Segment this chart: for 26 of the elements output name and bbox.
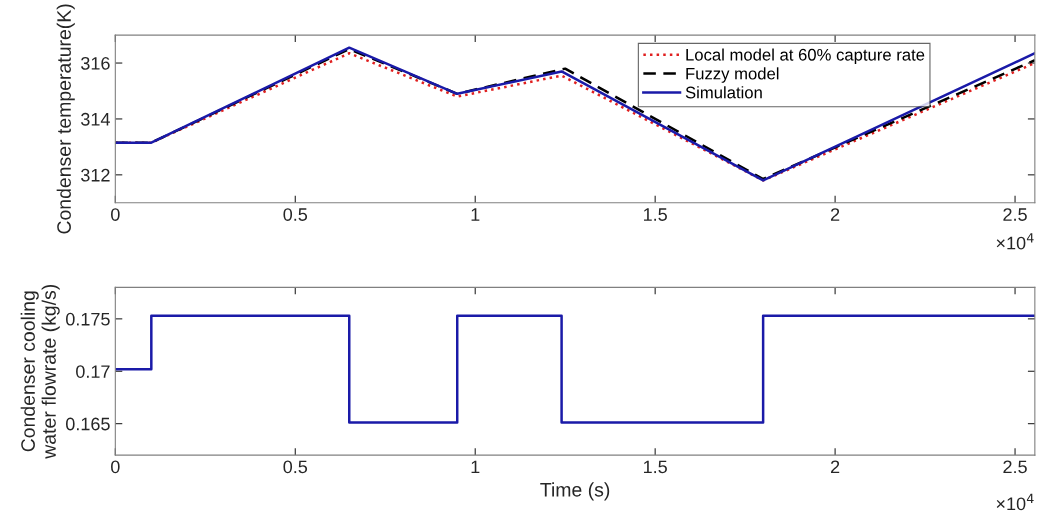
- x-tick-label: 0: [111, 460, 120, 474]
- y-axis-title: Condenser cooling water flowrate (kg/s): [20, 284, 60, 459]
- x-tick-label: 0.5: [283, 208, 308, 221]
- y-tick-label: 0.175: [65, 312, 110, 326]
- y-tick-label: 0.165: [65, 417, 110, 431]
- x-tick-label: 1: [471, 460, 480, 474]
- legend-label: Local model at 60% capture rate: [686, 48, 925, 64]
- y-tick-label: 314: [81, 112, 110, 126]
- x-tick-label: 0: [111, 208, 120, 221]
- y-tick-label: 312: [81, 168, 110, 182]
- x-tick-label: 1.5: [643, 460, 667, 474]
- x-tick-label: 2.5: [1003, 208, 1027, 221]
- y-axis-title: Condenser temperature(K): [56, 4, 75, 234]
- y-tick-label: 0.17: [76, 365, 110, 378]
- x-tick-label: 2.5: [1003, 460, 1027, 474]
- legend-label: Simulation: [685, 86, 762, 99]
- text: ×10$^{4}$: [996, 233, 1034, 250]
- x-tick-label: 0.5: [283, 460, 308, 474]
- x-tick-label: 1.5: [643, 208, 667, 221]
- x-tick-label: 1: [471, 208, 480, 221]
- x-axis-title: Time (s): [540, 482, 610, 501]
- y-tick-label: 316: [81, 56, 110, 70]
- x-tick-label: 2: [830, 460, 840, 474]
- text: ×10$^{4}$: [996, 493, 1034, 511]
- legend-label: Fuzzy model: [686, 67, 779, 83]
- x-tick-label: 2: [830, 208, 840, 221]
